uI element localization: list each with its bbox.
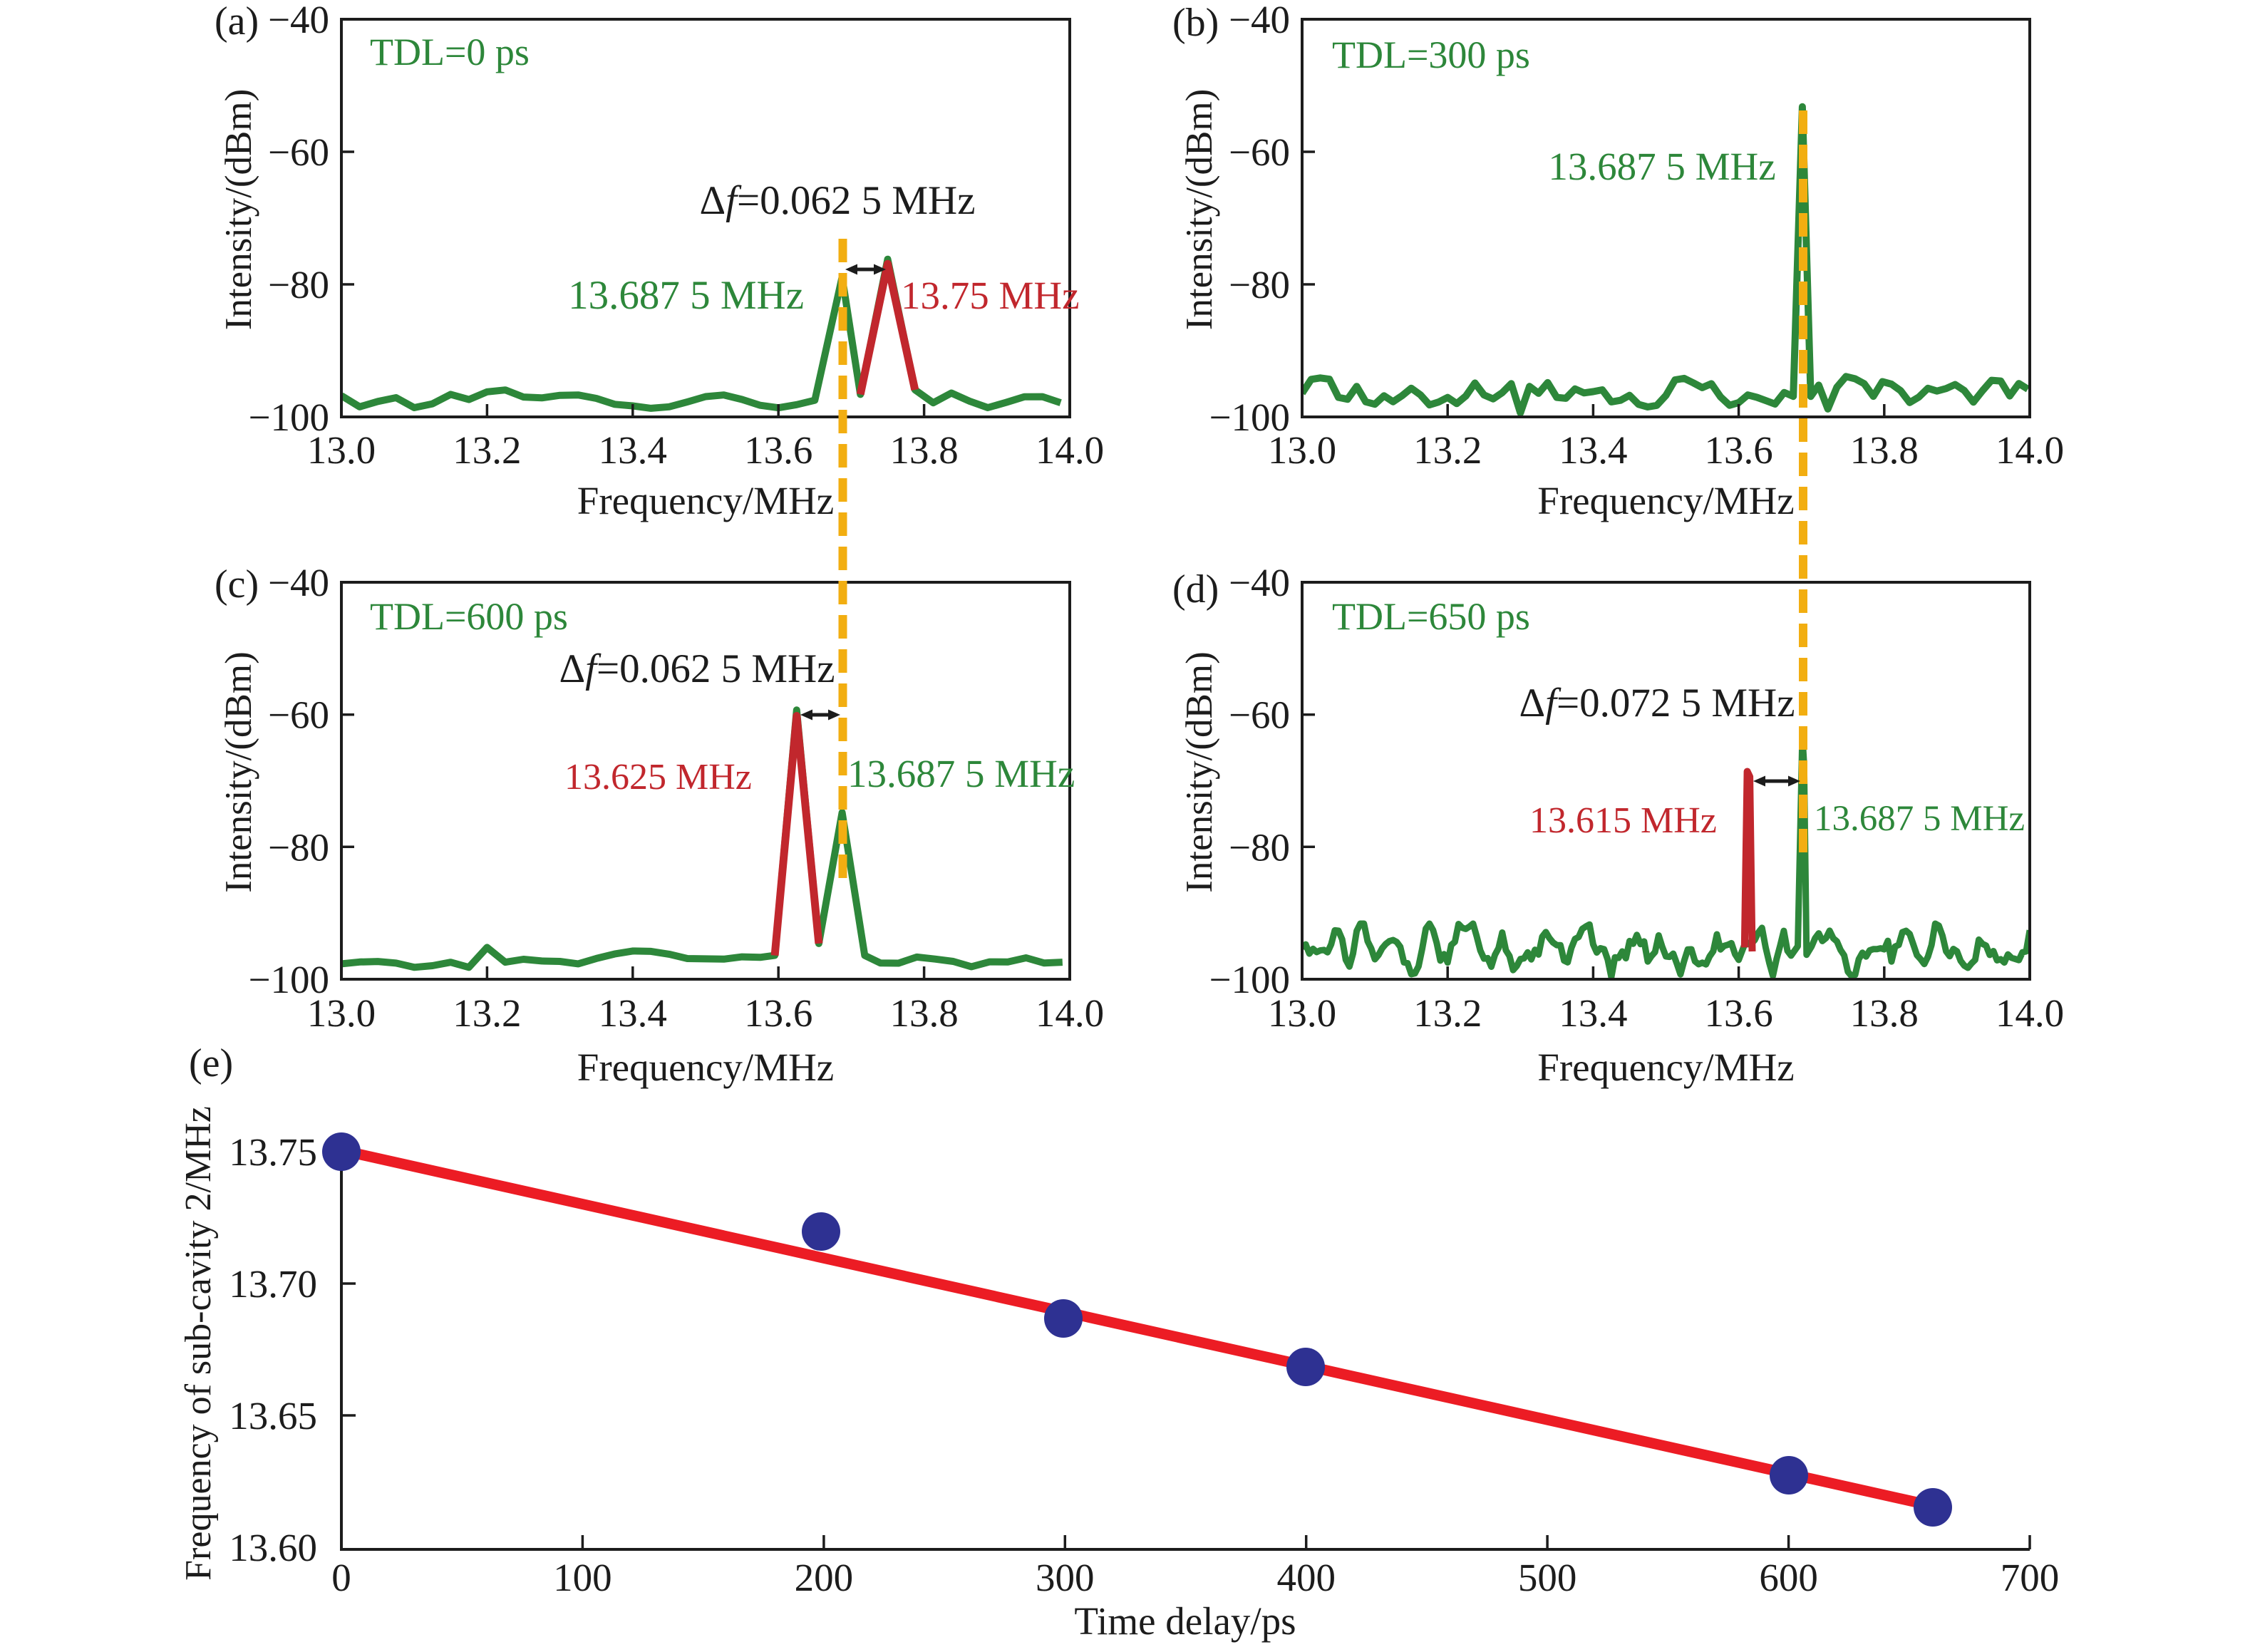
svg-text:500: 500	[1518, 1556, 1577, 1599]
svg-text:Frequency of sub-cavity 2/MHz: Frequency of sub-cavity 2/MHz	[178, 1106, 219, 1581]
svg-text:13.6: 13.6	[744, 428, 812, 472]
svg-text:13.60: 13.60	[229, 1526, 317, 1569]
svg-text:700: 700	[2001, 1556, 2060, 1599]
svg-text:13.6: 13.6	[744, 991, 812, 1035]
svg-text:13.4: 13.4	[1559, 991, 1627, 1035]
svg-text:Intensity/(dBm): Intensity/(dBm)	[218, 89, 259, 331]
svg-text:Δf=0.072 5 MHz: Δf=0.072 5 MHz	[1519, 681, 1795, 726]
svg-text:−40: −40	[1229, 561, 1290, 604]
svg-text:14.0: 14.0	[1996, 428, 2064, 472]
svg-text:13.8: 13.8	[1850, 428, 1919, 472]
svg-text:13.6: 13.6	[1704, 991, 1772, 1035]
svg-text:13.6: 13.6	[1704, 428, 1772, 472]
svg-text:Intensity/(dBm): Intensity/(dBm)	[218, 651, 259, 893]
svg-text:13.687 5 MHz: 13.687 5 MHz	[1814, 799, 2025, 839]
svg-text:200: 200	[795, 1556, 854, 1599]
svg-text:Frequency/MHz: Frequency/MHz	[1537, 1046, 1794, 1089]
svg-text:−60: −60	[268, 130, 329, 174]
svg-text:0: 0	[331, 1556, 351, 1599]
svg-text:13.8: 13.8	[889, 428, 958, 472]
svg-text:TDL=650 ps: TDL=650 ps	[1332, 595, 1530, 638]
svg-text:−80: −80	[1229, 263, 1290, 306]
svg-text:TDL=300 ps: TDL=300 ps	[1332, 33, 1530, 76]
svg-text:13.2: 13.2	[453, 428, 521, 472]
svg-text:−80: −80	[268, 825, 329, 869]
svg-text:14.0: 14.0	[1036, 428, 1104, 472]
svg-text:600: 600	[1759, 1556, 1818, 1599]
svg-text:−60: −60	[1229, 130, 1290, 174]
svg-text:−40: −40	[1229, 0, 1290, 41]
svg-text:14.0: 14.0	[1036, 991, 1104, 1035]
svg-text:Frequency/MHz: Frequency/MHz	[1537, 479, 1794, 522]
svg-text:−100: −100	[248, 396, 329, 439]
svg-text:−80: −80	[268, 263, 329, 306]
svg-text:13.75: 13.75	[229, 1130, 317, 1174]
svg-text:100: 100	[553, 1556, 612, 1599]
svg-text:13.4: 13.4	[1559, 428, 1627, 472]
svg-text:Frequency/MHz: Frequency/MHz	[577, 479, 834, 522]
svg-text:13.0: 13.0	[307, 428, 376, 472]
svg-text:13.0: 13.0	[307, 991, 376, 1035]
svg-text:13.8: 13.8	[889, 991, 958, 1035]
svg-text:13.687 5 MHz: 13.687 5 MHz	[847, 752, 1075, 795]
svg-text:13.2: 13.2	[453, 991, 521, 1035]
svg-text:Frequency/MHz: Frequency/MHz	[577, 1046, 834, 1089]
svg-text:−100: −100	[1209, 396, 1290, 439]
svg-text:(d): (d)	[1172, 567, 1219, 611]
svg-text:13.0: 13.0	[1268, 991, 1336, 1035]
svg-text:13.625 MHz: 13.625 MHz	[564, 757, 752, 797]
svg-text:−60: −60	[1229, 693, 1290, 737]
svg-text:13.2: 13.2	[1413, 991, 1482, 1035]
svg-text:Intensity/(dBm): Intensity/(dBm)	[1179, 89, 1220, 331]
svg-text:13.4: 13.4	[599, 428, 667, 472]
svg-text:Δf=0.062 5 MHz: Δf=0.062 5 MHz	[699, 178, 975, 223]
svg-text:(a): (a)	[215, 0, 259, 43]
svg-text:13.615 MHz: 13.615 MHz	[1529, 800, 1717, 841]
svg-text:300: 300	[1036, 1556, 1095, 1599]
svg-text:13.687 5 MHz: 13.687 5 MHz	[568, 273, 804, 318]
svg-text:13.70: 13.70	[229, 1262, 317, 1306]
svg-text:−40: −40	[268, 0, 329, 41]
svg-text:(c): (c)	[215, 562, 259, 606]
svg-text:(e): (e)	[189, 1041, 233, 1085]
svg-text:Intensity/(dBm): Intensity/(dBm)	[1179, 651, 1220, 893]
svg-text:−80: −80	[1229, 825, 1290, 869]
svg-text:−40: −40	[268, 561, 329, 604]
svg-text:14.0: 14.0	[1996, 991, 2064, 1035]
svg-text:Time delay/ps: Time delay/ps	[1074, 1599, 1296, 1643]
svg-text:TDL=0 ps: TDL=0 ps	[370, 31, 530, 73]
svg-text:−60: −60	[268, 693, 329, 737]
svg-text:−100: −100	[248, 958, 329, 1001]
svg-text:13.4: 13.4	[599, 991, 667, 1035]
svg-text:Δf=0.062 5 MHz: Δf=0.062 5 MHz	[559, 646, 835, 691]
svg-text:13.65: 13.65	[229, 1394, 317, 1437]
svg-text:13.0: 13.0	[1268, 428, 1336, 472]
svg-text:13.687 5 MHz: 13.687 5 MHz	[1548, 145, 1775, 188]
svg-text:−100: −100	[1209, 958, 1290, 1001]
svg-text:(b): (b)	[1172, 1, 1219, 45]
svg-text:400: 400	[1276, 1556, 1336, 1599]
svg-text:13.8: 13.8	[1850, 991, 1919, 1035]
svg-text:13.2: 13.2	[1413, 428, 1482, 472]
svg-text:13.75 MHz: 13.75 MHz	[901, 274, 1080, 317]
svg-text:TDL=600 ps: TDL=600 ps	[370, 595, 568, 638]
